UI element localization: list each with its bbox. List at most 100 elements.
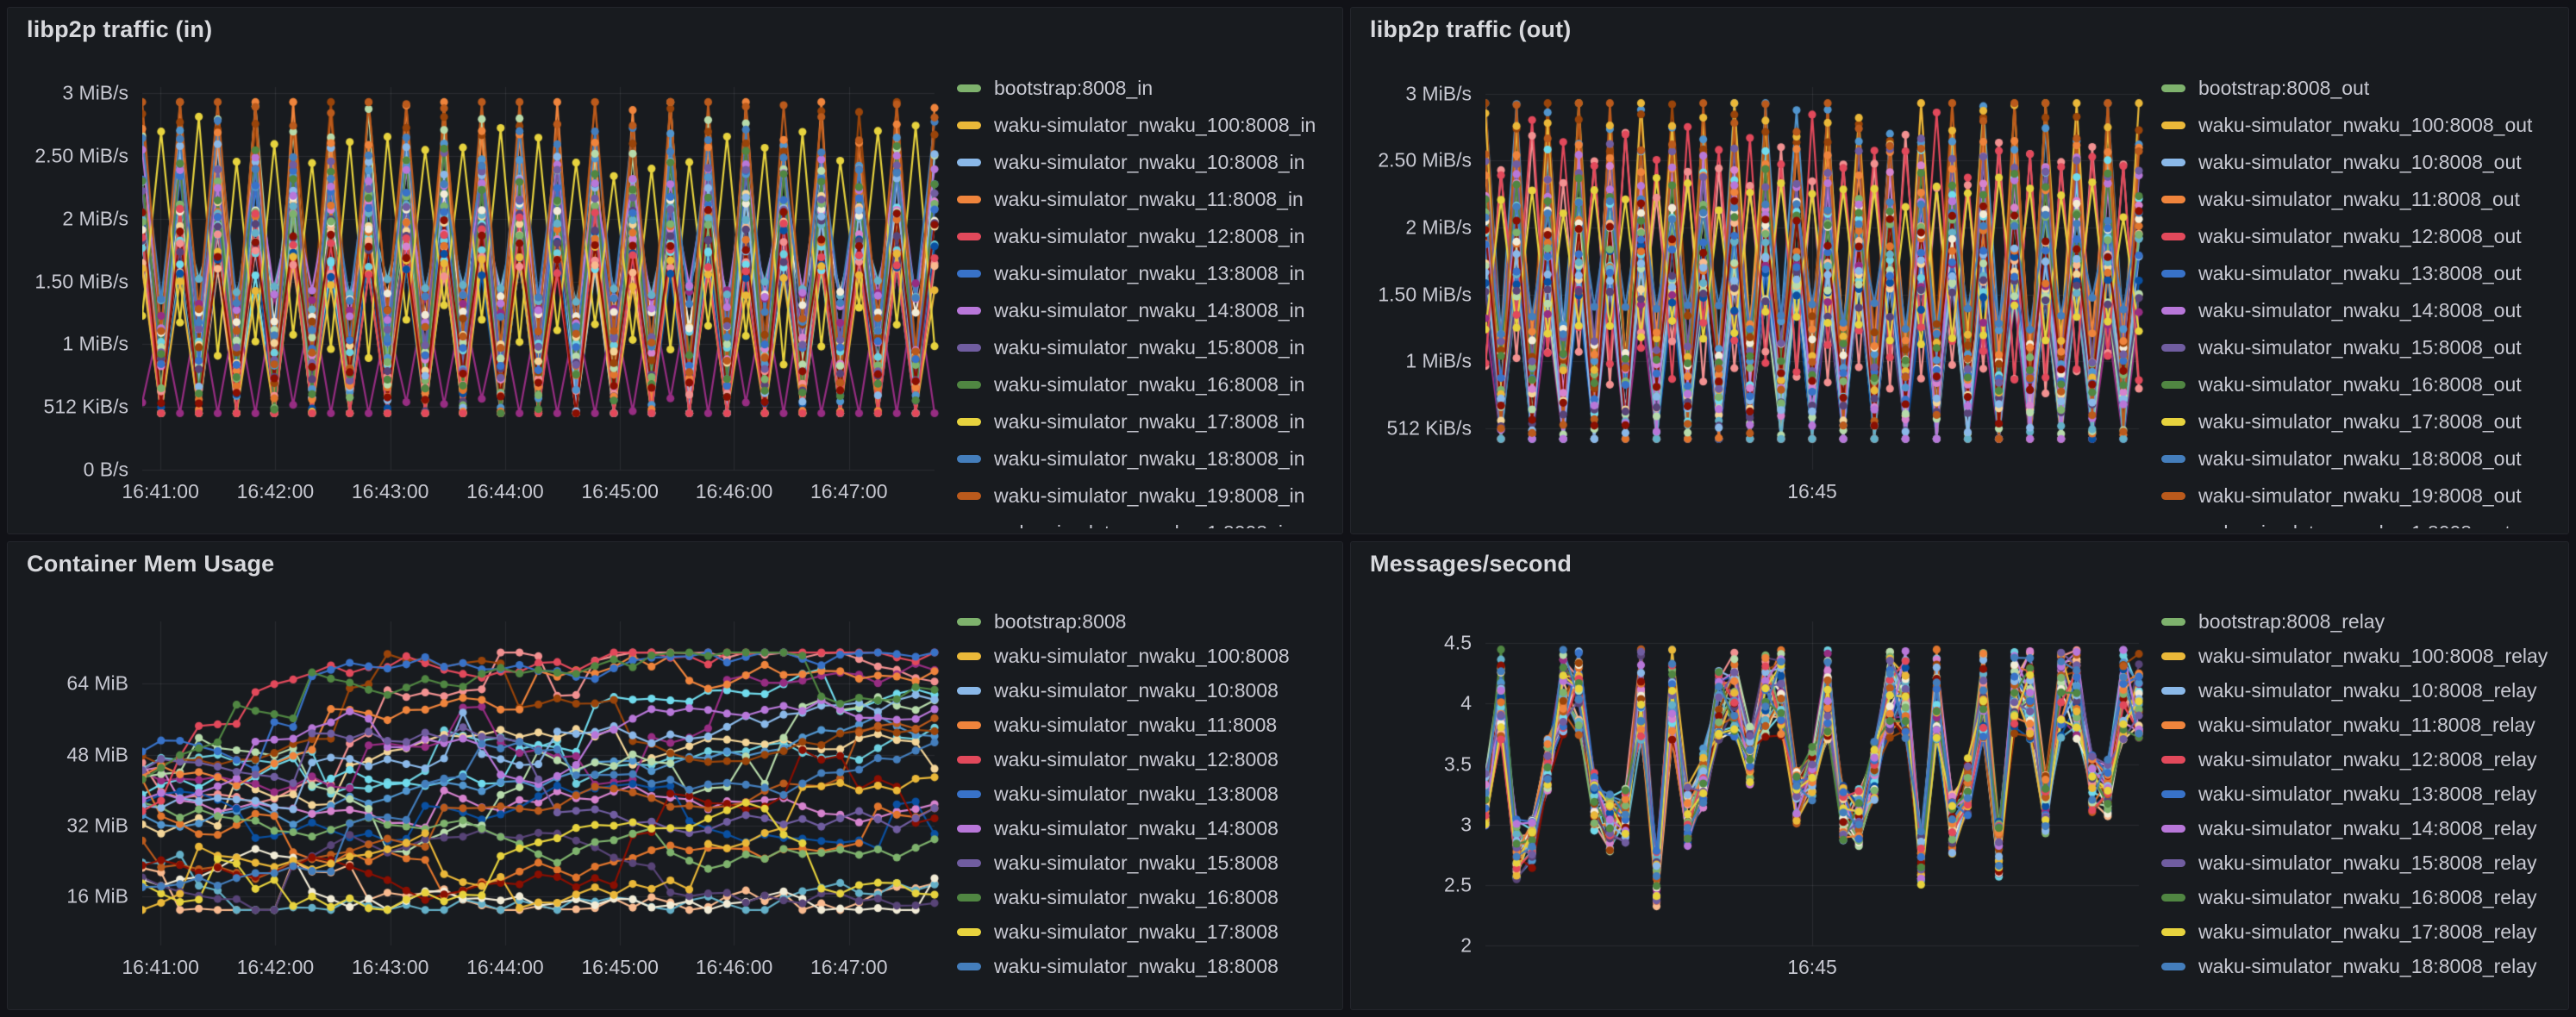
y-tick-label: 512 KiB/s (1386, 416, 1472, 440)
legend-swatch (2161, 824, 2185, 833)
legend-item[interactable]: waku-simulator_nwaku_100:8008_in (957, 107, 1337, 144)
legend-swatch (957, 789, 981, 798)
legend-swatch (957, 492, 981, 500)
legend-item-label: waku-simulator_nwaku_15:8008_in (994, 336, 1305, 359)
legend-item-label: waku-simulator_nwaku_18:8008_out (2198, 447, 2522, 470)
legend-item[interactable]: waku-simulator_nwaku_10:8008 (957, 673, 1337, 708)
legend-item[interactable]: waku-simulator_nwaku_14:8008 (957, 811, 1337, 845)
legend-item[interactable]: bootstrap:8008_out (2161, 70, 2563, 107)
legend-item[interactable]: waku-simulator_nwaku_100:8008 (957, 639, 1337, 673)
legend-item[interactable]: waku-simulator_nwaku_18:8008_relay (2161, 949, 2563, 983)
legend-item-label: waku-simulator_nwaku_11:8008_relay (2198, 713, 2535, 736)
legend-item[interactable]: waku-simulator_nwaku_18:8008_out (2161, 440, 2563, 477)
panel-title[interactable]: libp2p traffic (in) (27, 16, 213, 42)
legend-swatch (957, 455, 981, 463)
legend-item-label: waku-simulator_nwaku_100:8008_relay (2198, 644, 2548, 667)
panel-title[interactable]: libp2p traffic (out) (1370, 16, 1572, 42)
chart-canvas[interactable] (1485, 582, 2149, 1004)
legend-swatch (2161, 344, 2185, 352)
panel-messages-per-second: Messages/second 4.543.532.5216:45 bootst… (1350, 541, 2569, 1010)
legend-item[interactable]: waku-simulator_nwaku_11:8008_out (2161, 181, 2563, 218)
legend-item[interactable]: waku-simulator_nwaku_19:8008_in (957, 477, 1337, 515)
legend-item[interactable]: waku-simulator_nwaku_14:8008_out (2161, 292, 2563, 329)
legend: bootstrap:8008_out waku-simulator_nwaku_1… (2149, 47, 2563, 528)
chart-canvas[interactable] (142, 47, 945, 528)
legend-item[interactable]: waku-simulator_nwaku_15:8008_in (957, 329, 1337, 366)
chart-canvas[interactable] (1485, 47, 2149, 528)
legend-item[interactable]: waku-simulator_nwaku_13:8008_relay (2161, 777, 2563, 811)
legend-item[interactable]: waku-simulator_nwaku_10:8008_relay (2161, 673, 2563, 708)
legend-item-label: waku-simulator_nwaku_18:8008_relay (2198, 954, 2537, 977)
y-tick-label: 2.5 (1444, 873, 1472, 896)
legend-item[interactable]: waku-simulator_nwaku_10:8008_out (2161, 144, 2563, 181)
legend-item[interactable]: waku-simulator_nwaku_100:8008_relay (2161, 639, 2563, 673)
chart-libp2p-traffic-in[interactable]: 3 MiB/s 2.50 MiB/s 2 MiB/s 1.50 MiB/s 1 MiB/… (13, 47, 945, 528)
legend-swatch (957, 159, 981, 166)
legend-item[interactable]: waku-simulator_nwaku_18:8008_in (957, 440, 1337, 477)
legend-item[interactable]: bootstrap:8008_in (957, 70, 1337, 107)
legend-item[interactable]: bootstrap:8008_relay (2161, 604, 2563, 639)
legend-item[interactable]: waku-simulator_nwaku_15:8008_relay (2161, 845, 2563, 880)
legend-item[interactable]: waku-simulator_nwaku_17:8008_out (2161, 403, 2563, 440)
y-tick-label: 3 (1460, 813, 1472, 836)
legend-item[interactable]: waku-simulator_nwaku_12:8008_relay (2161, 742, 2563, 777)
legend-item[interactable]: waku-simulator_nwaku_14:8008_in (957, 292, 1337, 329)
legend-item[interactable]: waku-simulator_nwaku_16:8008_relay (2161, 880, 2563, 914)
panel-title[interactable]: Container Mem Usage (27, 551, 275, 577)
legend-swatch (2161, 418, 2185, 426)
chart-canvas[interactable] (142, 582, 945, 1004)
legend-item-label: waku-simulator_nwaku_15:8008_out (2198, 336, 2522, 359)
legend: bootstrap:8008_in waku-simulator_nwaku_10… (945, 47, 1337, 528)
panel-libp2p-traffic-in: libp2p traffic (in) 3 MiB/s 2.50 MiB/s 2 M… (7, 7, 1343, 534)
legend-item[interactable]: waku-simulator_nwaku_16:8008 (957, 880, 1337, 914)
legend: bootstrap:8008 waku-simulator_nwaku_100:8… (945, 582, 1337, 1004)
panel-title[interactable]: Messages/second (1370, 551, 1572, 577)
y-tick-label: 3.5 (1444, 752, 1472, 776)
panel-body: 4.543.532.5216:45 bootstrap:8008_relaywa… (1356, 582, 2563, 1004)
legend-item[interactable]: waku-simulator_nwaku_11:8008_in (957, 181, 1337, 218)
legend-item-label: waku-simulator_nwaku_10:8008 (994, 678, 1279, 702)
y-tick-label: 512 KiB/s (43, 395, 128, 418)
legend-item-label: waku-simulator_nwaku_1:8008_out (2198, 521, 2510, 528)
legend-item[interactable]: waku-simulator_nwaku_13:8008_in (957, 255, 1337, 292)
legend-item[interactable]: waku-simulator_nwaku_11:8008_relay (2161, 708, 2563, 742)
legend-swatch (2161, 84, 2185, 92)
panel-container-mem-usage: Container Mem Usage 64 MiB 48 MiB 32 MiB 16… (7, 541, 1343, 1010)
legend-item[interactable]: waku-simulator_nwaku_16:8008_in (957, 366, 1337, 403)
legend-item[interactable]: waku-simulator_nwaku_13:8008_out (2161, 255, 2563, 292)
legend-item[interactable]: waku-simulator_nwaku_1:8008_in (957, 515, 1337, 528)
y-tick-label: 32 MiB (66, 814, 128, 837)
legend-item[interactable]: waku-simulator_nwaku_11:8008 (957, 708, 1337, 742)
y-tick-label: 2 (1460, 933, 1472, 957)
legend-item-label: waku-simulator_nwaku_12:8008_in (994, 225, 1305, 247)
legend-item[interactable]: waku-simulator_nwaku_15:8008_out (2161, 329, 2563, 366)
legend-item[interactable]: waku-simulator_nwaku_19:8008_out (2161, 477, 2563, 515)
legend-item[interactable]: waku-simulator_nwaku_18:8008 (957, 949, 1337, 983)
legend-swatch (2161, 233, 2185, 240)
legend-item[interactable]: waku-simulator_nwaku_100:8008_out (2161, 107, 2563, 144)
legend-item[interactable]: bootstrap:8008 (957, 604, 1337, 639)
legend-swatch (957, 858, 981, 867)
legend-item[interactable]: waku-simulator_nwaku_13:8008 (957, 777, 1337, 811)
legend-item-label: waku-simulator_nwaku_10:8008_relay (2198, 678, 2537, 702)
legend-item[interactable]: waku-simulator_nwaku_10:8008_in (957, 144, 1337, 181)
legend-item-label: waku-simulator_nwaku_11:8008_in (994, 188, 1304, 210)
panel-body: 3 MiB/s 2.50 MiB/s 2 MiB/s 1.50 MiB/s 1 MiB/… (13, 47, 1337, 528)
chart-libp2p-traffic-out[interactable]: 3 MiB/s 2.50 MiB/s 2 MiB/s 1.50 MiB/s 1 MiB/… (1356, 47, 2149, 528)
y-tick-label: 2.50 MiB/s (1378, 148, 1472, 172)
legend-item[interactable]: waku-simulator_nwaku_12:8008_in (957, 218, 1337, 255)
legend-item[interactable]: waku-simulator_nwaku_12:8008_out (2161, 218, 2563, 255)
legend-item[interactable]: waku-simulator_nwaku_12:8008 (957, 742, 1337, 777)
legend-item-label: waku-simulator_nwaku_100:8008_out (2198, 114, 2533, 136)
chart-messages-per-second[interactable]: 4.543.532.5216:45 (1356, 582, 2149, 1004)
legend-item[interactable]: waku-simulator_nwaku_17:8008_relay (2161, 914, 2563, 949)
legend: bootstrap:8008_relay waku-simulator_nwaku… (2149, 582, 2563, 1004)
legend-item[interactable]: waku-simulator_nwaku_17:8008_in (957, 403, 1337, 440)
legend-item[interactable]: waku-simulator_nwaku_14:8008_relay (2161, 811, 2563, 845)
legend-item[interactable]: waku-simulator_nwaku_16:8008_out (2161, 366, 2563, 403)
legend-item[interactable]: waku-simulator_nwaku_17:8008 (957, 914, 1337, 949)
legend-item[interactable]: waku-simulator_nwaku_1:8008_out (2161, 515, 2563, 528)
legend-item[interactable]: waku-simulator_nwaku_15:8008 (957, 845, 1337, 880)
